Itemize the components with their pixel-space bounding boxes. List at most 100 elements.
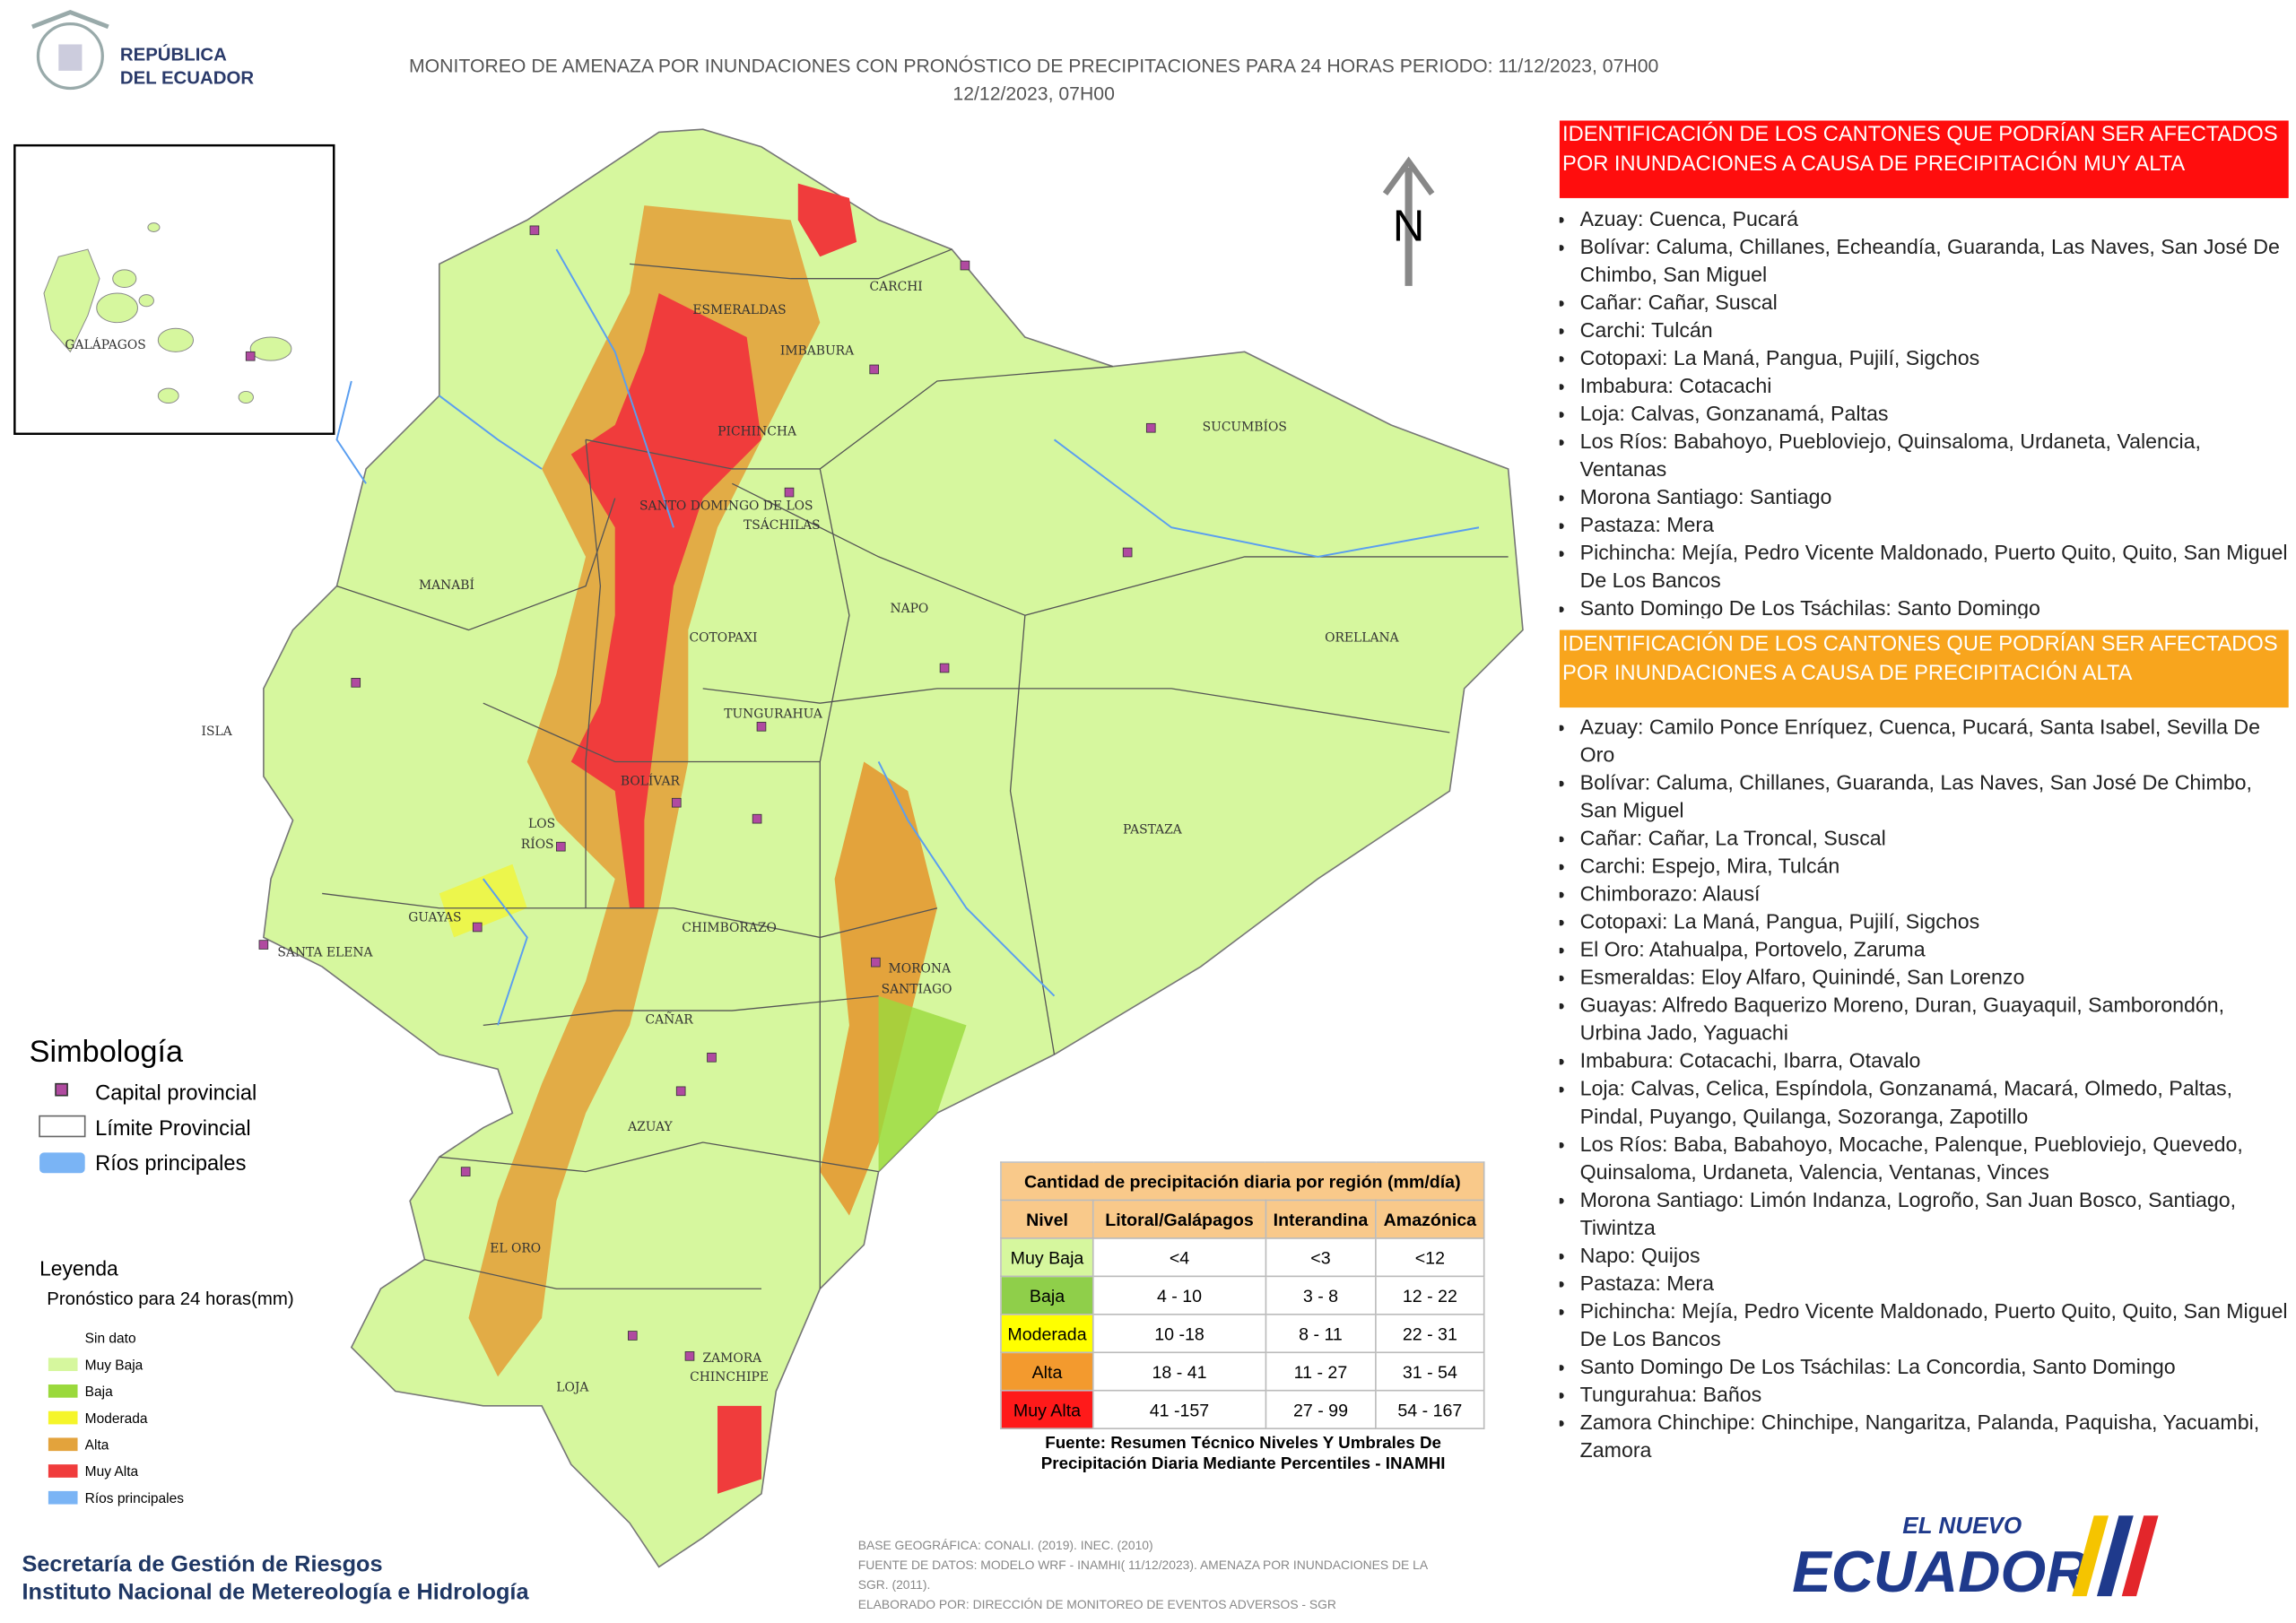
province-label: ORELLANA [1325,631,1399,646]
panel-item: Cotopaxi: La Maná, Pangua, Pujilí, Sigch… [1580,909,2289,937]
panel-item: Zamora Chinchipe: Chinchipe, Nangaritza,… [1580,1410,2289,1466]
province-label: BOLÍVAR [621,773,681,789]
legend-swatch [48,1464,78,1478]
legend-swatch [48,1437,78,1452]
province-label: ISLA [202,725,233,739]
province-label: MANABÍ [419,577,474,593]
province-label: LOJA [556,1381,589,1395]
rivers [335,248,1480,1026]
symbol-boundary [39,1115,86,1138]
panel-item: Loja: Calvas, Gonzanamá, Paltas [1580,402,2289,430]
panel-item: Azuay: Camilo Ponce Enríquez, Cuenca, Pu… [1580,715,2289,770]
province-label: EL ORO [490,1241,541,1255]
panel-item: Chimborazo: Alausí [1580,881,2289,909]
table-cell: 27 - 99 [1265,1389,1377,1429]
legend-swatch [48,1410,78,1425]
panel-item: Cotopaxi: La Maná, Pangua, Pujilí, Sigch… [1580,346,2289,374]
legend-label: Alta [85,1438,109,1454]
source-line: Fuente: Resumen Técnico Niveles Y Umbral… [1045,1435,1441,1454]
column-header: Nivel [1000,1199,1094,1239]
threshold-table: Cantidad de precipitación diaria por reg… [1000,1161,1485,1429]
level-cell: Muy Alta [1000,1389,1094,1429]
table-cell: 10 -18 [1092,1313,1266,1354]
table-row: Baja 4 - 10 3 - 8 12 - 22 [1000,1275,1485,1315]
panel-item: Esmeraldas: Eloy Alfaro, Quinindé, San L… [1580,965,2289,993]
panel-item: Pichincha: Mejía, Pedro Vicente Maldonad… [1580,541,2289,596]
province-label: SANTO DOMINGO DE LOS [639,499,813,514]
panel-item: Santo Domingo De Los Tsáchilas: La Conco… [1580,1355,2289,1383]
panel-item: Cañar: Cañar, La Troncal, Suscal [1580,826,2289,854]
province-label: PASTAZA [1123,822,1183,837]
province-label: AZUAY [627,1120,673,1134]
symbology-label: Capital provincial [95,1082,257,1106]
legend-label: Ríos principales [85,1491,185,1506]
table-cell: 4 - 10 [1092,1275,1266,1315]
capital-marker [939,663,950,673]
province-label: CHIMBORAZO [682,921,777,935]
panel-item: Carchi: Espejo, Mira, Tulcán [1580,854,2289,881]
capital-marker [756,722,767,732]
north-arrow [1382,156,1435,286]
panel-item: Imbabura: Cotacachi, Ibarra, Otavalo [1580,1048,2289,1076]
legend-label: Baja [85,1384,113,1400]
panel: IDENTIFICACIÓN DE LOS CANTONES QUE PODRÍ… [1559,629,2289,1466]
province-label: ZAMORA [703,1351,763,1366]
capital-marker [472,922,483,933]
capital-marker [351,678,361,688]
table-row: Alta 18 - 41 11 - 27 31 - 54 [1000,1351,1485,1392]
logo-stripes [2072,1515,2159,1597]
province-label: NAPO [890,602,928,616]
panel-wrap: IDENTIFICACIÓN DE LOS CANTONES QUE PODRÍ… [1560,630,2289,1480]
panel-item: Guayas: Alfredo Baquerizo Moreno, Duran,… [1580,993,2289,1048]
table-cell: 8 - 11 [1265,1313,1377,1354]
table-row: Muy Alta 41 -157 27 - 99 54 - 167 [1000,1389,1485,1429]
province-label: IMBABURA [780,344,855,359]
table-row: Nivel Litoral/Galápagos Interandina Amazóni… [1000,1199,1485,1239]
table-cell: 41 -157 [1092,1389,1266,1429]
capital-marker [258,940,269,950]
panel: IDENTIFICACIÓN DE LOS CANTONES QUE PODRÍ… [1559,120,2289,619]
table-cell: 18 - 41 [1092,1351,1266,1392]
legend-swatch [48,1384,78,1398]
province-label: GUAYAS [408,910,461,924]
symbology-title: Simbología [30,1035,184,1069]
column-header: Amazónica [1375,1199,1485,1239]
table-cell: 22 - 31 [1375,1313,1485,1354]
capital-marker [671,797,682,808]
table-row: Muy Baja <4 <3 <12 [1000,1237,1485,1278]
level-cell: Alta [1000,1351,1094,1392]
symbol-capital [55,1082,68,1097]
table-cell: 31 - 54 [1375,1351,1485,1392]
capital-marker [784,487,795,498]
panel-item: Azuay: Cuenca, Pucará [1580,207,2289,235]
level-cell: Baja [1000,1275,1094,1315]
legend-swatch [48,1358,78,1371]
title: 12/12/2023, 07H00 [952,84,1115,105]
column-header: Interandina [1265,1199,1377,1239]
province-label: PICHINCHA [718,424,797,438]
logo-line: EL NUEVO [1902,1512,2022,1539]
capital-marker [529,225,540,236]
footer-note: FUENTE DE DATOS: MODELO WRF - INAMHI( 11… [858,1558,1429,1572]
table-source: Fuente: Resumen Técnico Niveles Y Umbral… [1000,1434,1486,1475]
table-cell: 12 - 22 [1375,1275,1485,1315]
logo-text: DEL ECUADOR [120,69,254,89]
province-label: LOS [528,817,555,831]
org-name: Instituto Nacional de Metereología e Hid… [22,1579,529,1604]
panel-item: Santo Domingo De Los Tsáchilas: Santo Do… [1580,596,2289,619]
capital-marker [628,1331,638,1341]
symbology-label: Ríos principales [95,1152,246,1176]
province-label: COTOPAXI [690,631,758,646]
logo-line: ECUADOR [1792,1539,2088,1604]
panel-item: Los Ríos: Baba, Babahoyo, Mocache, Palen… [1580,1133,2289,1188]
legend-label: Muy Baja [85,1358,144,1373]
table-cell: <4 [1092,1237,1266,1278]
province-label: TUNGURAHUA [724,707,823,722]
rainfall-areas [439,183,967,1494]
table-cell: <3 [1265,1237,1377,1278]
capital-marker [869,364,880,375]
footer-note: SGR. (2011). [858,1577,931,1592]
capital-marker [1145,422,1156,433]
capital-marker [707,1052,717,1063]
